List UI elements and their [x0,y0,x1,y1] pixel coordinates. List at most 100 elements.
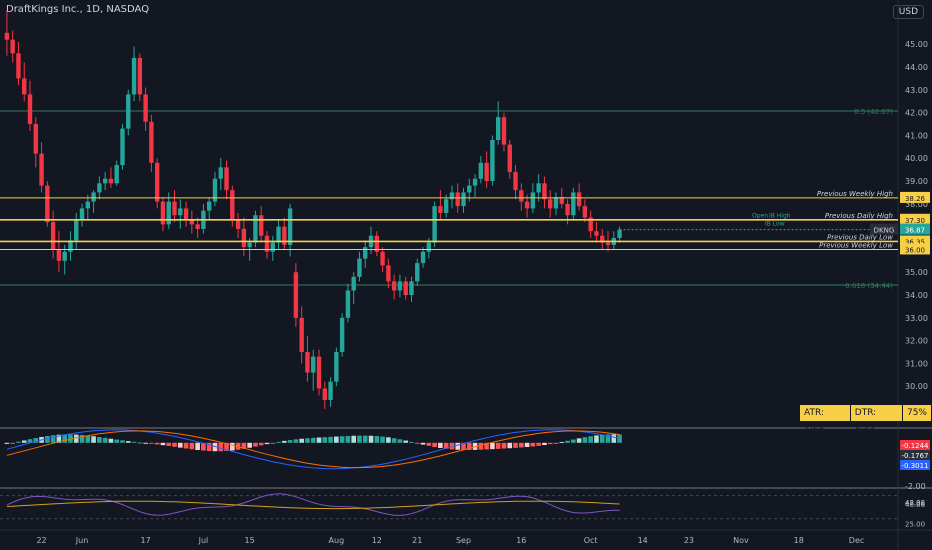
candle-body [218,167,223,179]
rsi-tick-label: 48.02 [905,499,925,507]
candle-body [438,206,443,213]
candle-body [120,128,125,166]
macd-bar [21,440,27,443]
candle-body [172,201,177,216]
macd-bar [571,439,576,443]
candle-body [126,94,131,129]
candle-body [357,258,362,277]
key-level-tag-text: 36.35 [905,238,925,246]
price-tick-label: 41.00 [905,131,928,140]
dtr-percent: 75% [902,405,931,421]
price-tick-label: 35.00 [905,268,928,277]
price-tick-label: 45.00 [905,40,928,49]
macd-bar [102,437,108,443]
macd-bar [166,442,172,446]
macd-bar [247,442,252,448]
macd-bar [368,435,374,443]
macd-signal-line [6,430,620,469]
macd-bar [4,442,10,444]
macd-bar [588,436,593,443]
macd-bar [501,442,507,449]
macd-bar [391,438,397,443]
candle-body [50,222,56,250]
candle-body [576,192,582,207]
candle-body [415,263,420,282]
candle-body [403,281,408,296]
candle-body [224,167,229,191]
macd-bar [131,441,137,443]
candle-body [160,201,166,225]
macd-bar [143,442,148,444]
symbol-tag [870,223,898,235]
macd-bar [397,439,403,443]
rsi-line [6,493,620,516]
time-tick-label: Jul [198,536,209,545]
candle-body [10,39,15,54]
candle-body [594,231,599,236]
candle-body [195,224,200,229]
macd-bar [310,437,316,443]
macd-bar [605,434,611,443]
macd-bar [559,441,565,443]
macd-bar [195,442,200,450]
macd-histogram [4,434,622,452]
atr-value: ATR: 1.26 [800,405,850,432]
macd-bar [73,434,79,443]
macd-bar [495,442,501,449]
time-tick-label: 12 [372,536,382,545]
macd-bar [617,434,622,443]
symbol-tag-text: DKNG [874,227,895,235]
price-tick-label: 39.00 [905,177,928,186]
macd-bar [322,437,328,443]
candle-body [380,251,385,266]
macd-bar [380,436,385,443]
macd-bar [56,434,62,443]
macd-bar [547,442,553,445]
candle-body [39,153,44,186]
macd-bar [149,442,154,444]
candle-body [131,57,137,95]
macd-bar [438,442,443,448]
candle-body [536,183,541,193]
macd-bar [45,435,50,443]
macd-bar [461,442,466,450]
candles [4,10,622,410]
macd-bar [443,442,449,449]
candle-body [259,215,264,236]
macd-bar [536,442,541,446]
macd-bar [490,442,495,450]
macd-bar [409,441,414,443]
candle-body [62,251,67,261]
candle-body [91,192,96,202]
price-tick-label: 42.00 [905,109,928,118]
macd-bar [137,442,143,444]
time-tick-label: Sep [456,536,471,545]
rsi-tick-label: 46.06 [905,501,926,509]
candle-body [484,162,489,182]
macd-bar [518,442,524,448]
session-open-label: Open [752,213,768,220]
key-level-tag [900,235,930,247]
key-level-tag-text: 37.30 [905,217,925,225]
candle-body [374,235,380,252]
macd-bar [420,442,426,445]
macd-bar [125,441,131,443]
candle-body [519,190,524,202]
candle-body [316,356,322,389]
candle-body [276,226,281,243]
candle-body [548,199,553,209]
time-tick-label: Nov [733,536,749,545]
fib-level-label: 0.618 (34.44) [845,282,893,290]
time-tick-label: 23 [684,536,694,545]
key-level-tag [900,191,930,203]
candle-body [472,178,478,186]
macd-bar [576,438,582,443]
candle-body [420,251,426,264]
candle-body [455,192,460,207]
currency-button[interactable]: USD [892,5,924,19]
macd-bar [218,442,224,452]
macd-bar [599,434,605,443]
candle-body [305,352,310,373]
